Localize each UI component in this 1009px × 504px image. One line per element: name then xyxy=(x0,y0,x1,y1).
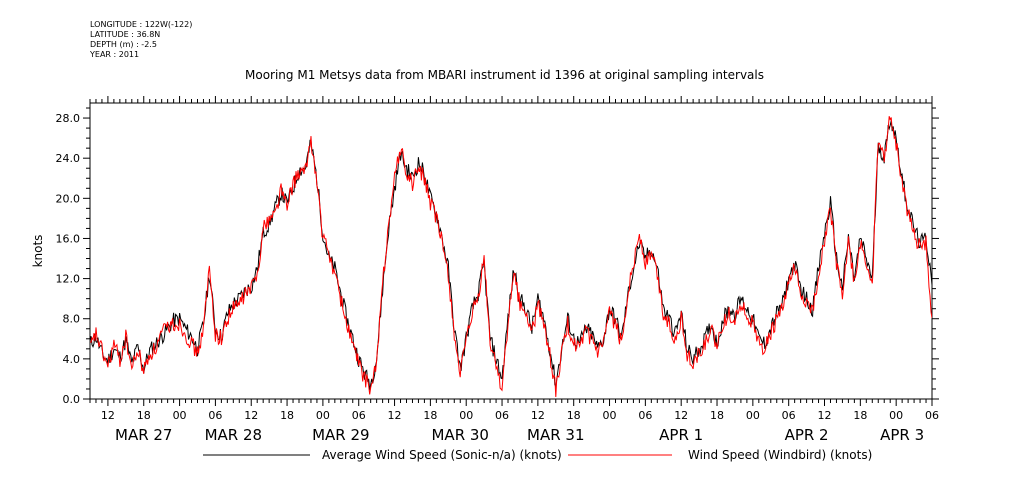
depth-label: DEPTH (m) : -2.5 xyxy=(90,40,157,49)
x-tick-label: 06 xyxy=(638,409,652,422)
x-axis: 12 18 00 06 12 18 00 06 12 18 00 06 12 18 00 06 12 18 00 06… xyxy=(101,409,939,444)
year-label: YEAR : 2011 xyxy=(90,50,140,59)
series-line-1 xyxy=(90,120,932,391)
x-tick-label: 06 xyxy=(352,409,366,422)
x-tick-label: 06 xyxy=(925,409,939,422)
y-tick-label: 8.0 xyxy=(63,313,81,326)
y-tick-label: 28.0 xyxy=(56,112,81,125)
x-tick-label: 12 xyxy=(674,409,688,422)
x-tick-label: 12 xyxy=(101,409,115,422)
x-tick-label: 12 xyxy=(244,409,258,422)
x-tick-label: 00 xyxy=(459,409,473,422)
x-tick-label: 00 xyxy=(889,409,903,422)
x-tick-label: 12 xyxy=(531,409,545,422)
legend: Average Wind Speed (Sonic-n/a) (knots) Wi… xyxy=(203,448,872,462)
day-label: MAR 27 xyxy=(115,426,172,444)
x-tick-label: 18 xyxy=(137,409,151,422)
x-tick-label: 00 xyxy=(603,409,617,422)
series-layer xyxy=(90,116,932,398)
chart-title: Mooring M1 Metsys data from MBARI instru… xyxy=(245,68,764,82)
x-tick-label: 00 xyxy=(316,409,330,422)
x-tick-label: 18 xyxy=(853,409,867,422)
x-tick-label: 06 xyxy=(782,409,796,422)
legend-label-2: Wind Speed (Windbird) (knots) xyxy=(688,448,872,462)
day-label: MAR 31 xyxy=(527,426,584,444)
x-tick-label: 18 xyxy=(280,409,294,422)
day-label: APR 3 xyxy=(880,426,924,444)
longitude-label: LONGITUDE : 122W(-122) xyxy=(90,20,193,29)
y-tick-label: 12.0 xyxy=(56,273,81,286)
x-tick-label: 12 xyxy=(388,409,402,422)
x-tick-label: 18 xyxy=(423,409,437,422)
x-tick-label: 06 xyxy=(495,409,509,422)
legend-label-1: Average Wind Speed (Sonic-n/a) (knots) xyxy=(322,448,562,462)
series-line-2 xyxy=(90,116,932,398)
y-tick-label: 16.0 xyxy=(56,232,81,245)
day-label: MAR 28 xyxy=(205,426,262,444)
x-tick-label: 06 xyxy=(208,409,222,422)
latitude-label: LATITUDE : 36.8N xyxy=(90,30,161,39)
metadata-block: LONGITUDE : 122W(-122) LATITUDE : 36.8N … xyxy=(90,20,192,60)
day-label: APR 1 xyxy=(659,426,703,444)
x-tick-label: 18 xyxy=(567,409,581,422)
day-label: MAR 29 xyxy=(312,426,369,444)
x-tick-label: 00 xyxy=(173,409,187,422)
y-tick-label: 0.0 xyxy=(63,393,81,406)
y-tick-label: 4.0 xyxy=(63,353,81,366)
x-tick-label: 00 xyxy=(746,409,760,422)
y-tick-label: 20.0 xyxy=(56,192,81,205)
day-label: MAR 30 xyxy=(431,426,488,444)
day-label: APR 2 xyxy=(785,426,829,444)
x-tick-label: 18 xyxy=(710,409,724,422)
y-axis-label: knots xyxy=(31,235,45,268)
x-tick-label: 12 xyxy=(818,409,832,422)
minor-ticks xyxy=(83,96,939,406)
y-tick-label: 24.0 xyxy=(56,152,81,165)
y-axis: 0.0 4.0 8.0 12.0 16.0 20.0 24.0 28.0 xyxy=(56,112,81,406)
plot-frame xyxy=(89,102,933,400)
